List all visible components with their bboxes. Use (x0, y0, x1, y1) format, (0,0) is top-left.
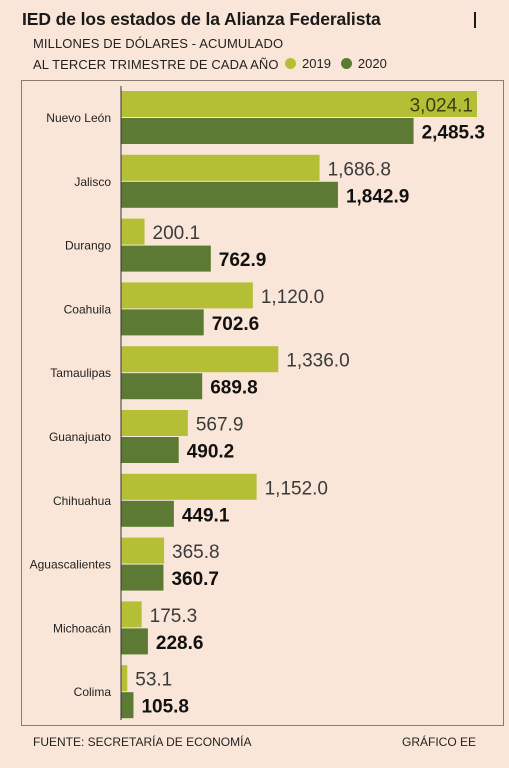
bar-2020-nuevo-leon (121, 118, 414, 144)
value-label-2019-nuevo-leon: 3,024.1 (410, 96, 473, 117)
bar-2019-coahuila (121, 282, 253, 309)
value-label-2019-tamaulipas: 1,336.0 (286, 351, 349, 372)
legend-label-2020: 2020 (357, 56, 387, 71)
category-label-jalisco: Jalisco (74, 175, 111, 189)
title-divider (474, 12, 476, 28)
bar-2020-coahuila (121, 309, 204, 336)
value-label-2019-aguascalientes: 365.8 (172, 542, 220, 563)
chart-subtitle-line1: MILLONES DE DÓLARES - ACUMULADO (33, 36, 284, 51)
bar-2019-jalisco (121, 154, 320, 181)
category-label-aguascalientes: Aguascalientes (30, 558, 111, 572)
graphic-credit: GRÁFICO EE (401, 735, 476, 749)
legend: 2019 2020 (285, 56, 397, 71)
value-label-2019-jalisco: 1,686.8 (328, 159, 391, 180)
value-label-2020-coahuila: 702.6 (212, 314, 260, 335)
value-label-2019-michoacan: 175.3 (150, 606, 198, 627)
category-label-coahuila: Coahuila (64, 302, 112, 316)
legend-item-2019: 2019 (285, 56, 331, 71)
value-label-2020-guanajuato: 490.2 (187, 442, 235, 463)
bar-2020-aguascalientes (121, 564, 164, 591)
value-label-2020-colima: 105.8 (141, 697, 189, 718)
value-label-2020-durango: 762.9 (219, 250, 267, 271)
category-label-guanajuato: Guanajuato (49, 430, 111, 444)
legend-swatch-2020 (340, 58, 352, 69)
bar-2019-nuevo-leon (121, 91, 477, 117)
source-note: FUENTE: SECRETARÍA DE ECONOMÍA (33, 735, 252, 749)
value-label-2019-durango: 200.1 (153, 223, 201, 244)
category-label-michoacan: Michoacán (53, 621, 111, 635)
bar-2019-tamaulipas (121, 346, 279, 373)
value-label-2020-nuevo-leon: 2,485.3 (422, 123, 485, 144)
bar-2019-durango (121, 218, 145, 245)
bar-2019-aguascalientes (121, 537, 165, 564)
value-label-2020-michoacan: 228.6 (156, 633, 204, 654)
value-label-2019-chihuahua: 1,152.0 (265, 478, 328, 499)
category-label-colima: Colima (74, 685, 112, 699)
value-label-2019-guanajuato: 567.9 (196, 415, 244, 436)
bar-2020-chihuahua (121, 500, 174, 527)
bar-2019-chihuahua (121, 473, 257, 500)
category-label-nuevo-leon: Nuevo León (46, 111, 111, 125)
value-label-2019-colima: 53.1 (135, 670, 172, 691)
value-label-2020-jalisco: 1,842.9 (346, 186, 409, 207)
value-label-2020-aguascalientes: 360.7 (171, 569, 219, 590)
chart-title: IED de los estados de la Alianza Federal… (22, 9, 381, 29)
value-label-2020-tamaulipas: 689.8 (210, 378, 258, 399)
value-label-2020-chihuahua: 449.1 (182, 505, 230, 526)
bar-2019-guanajuato (121, 410, 188, 436)
bar-2020-colima (121, 692, 134, 719)
bar-2019-michoacan (121, 601, 142, 628)
bar-2020-michoacan (121, 628, 148, 655)
bar-2019-colima (121, 665, 128, 692)
chart-subtitle-line2: AL TERCER TRIMESTRE DE CADA AÑO (33, 57, 279, 72)
legend-label-2019: 2019 (302, 56, 331, 71)
category-label-chihuahua: Chihuahua (53, 494, 111, 508)
legend-swatch-2019 (285, 58, 296, 69)
bar-2020-tamaulipas (121, 373, 203, 400)
bar-2020-durango (121, 245, 211, 272)
bar-2020-jalisco (121, 181, 338, 208)
value-label-2019-coahuila: 1,120.0 (261, 287, 324, 308)
category-label-tamaulipas: Tamaulipas (50, 366, 111, 380)
bar-2020-guanajuato (121, 437, 179, 463)
legend-item-2020: 2020 (340, 56, 387, 71)
category-label-durango: Durango (65, 239, 111, 253)
